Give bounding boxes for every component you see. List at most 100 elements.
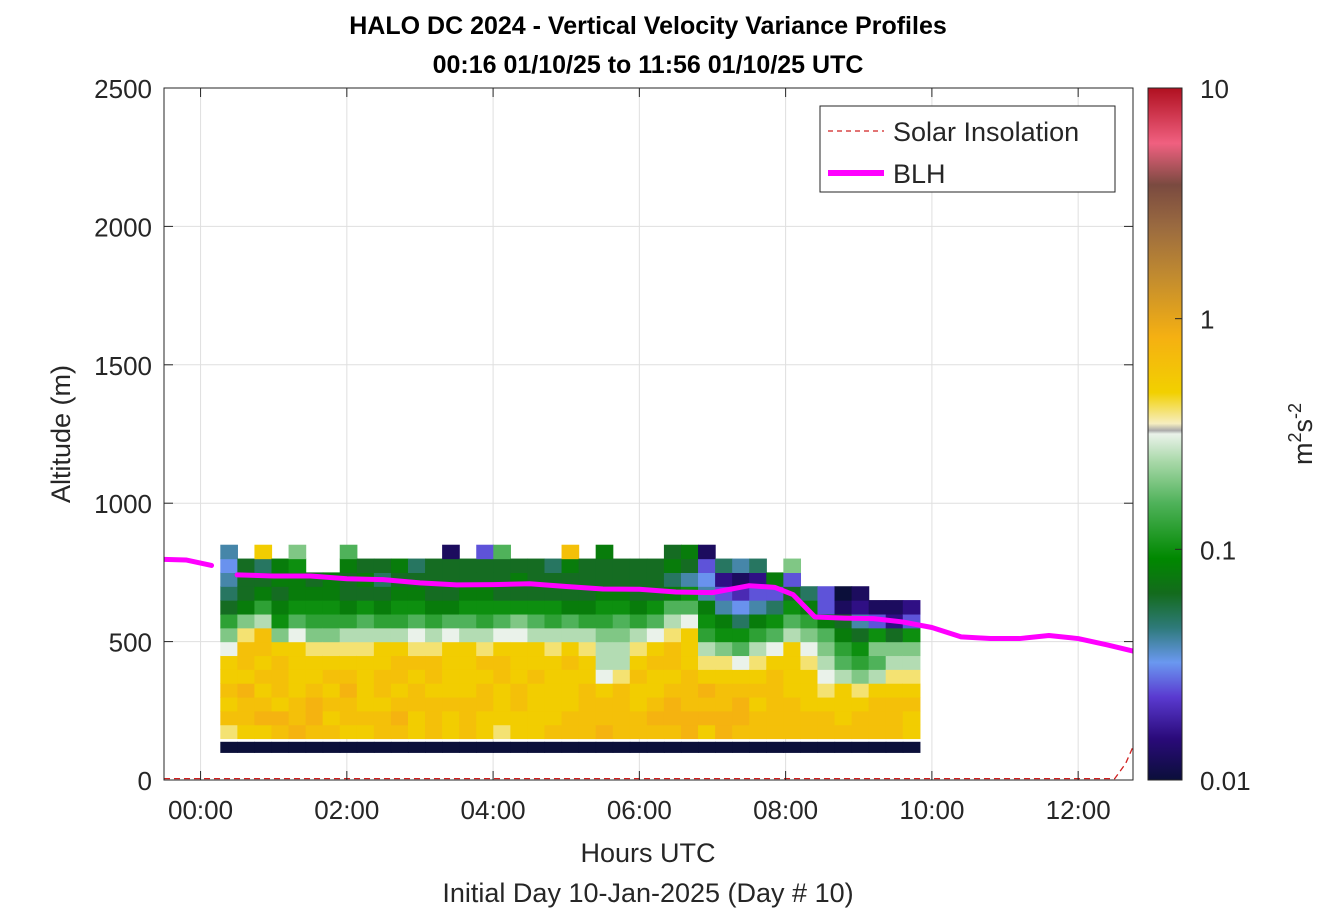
heatmap-cell	[493, 741, 511, 753]
heatmap-cell	[339, 627, 358, 643]
x-axis-label: Hours UTC	[580, 838, 715, 868]
heatmap-cell	[868, 710, 887, 726]
heatmap-cell	[698, 710, 716, 726]
heatmap-cell	[390, 558, 409, 573]
heatmap-cell	[732, 696, 750, 712]
heatmap-cell	[510, 641, 529, 657]
heatmap-cell	[373, 655, 392, 670]
heatmap-cell	[783, 683, 802, 698]
heatmap-cell	[288, 586, 307, 601]
heatmap-cell	[732, 613, 750, 629]
heatmap-cell	[783, 696, 802, 712]
heatmap-cell	[254, 724, 273, 740]
heatmap-cell	[834, 724, 853, 740]
heatmap-cell	[783, 627, 802, 643]
heatmap-cell	[578, 683, 597, 698]
heatmap-cell	[612, 655, 631, 670]
heatmap-cell	[442, 641, 460, 657]
heatmap-cell	[578, 572, 597, 587]
heatmap-cell	[339, 724, 358, 740]
heatmap-cell	[595, 641, 614, 657]
heatmap-cell	[425, 669, 443, 684]
heatmap-cell	[783, 572, 802, 587]
heatmap-cell	[680, 683, 699, 698]
heatmap-cell	[493, 641, 511, 657]
heatmap-cell	[510, 683, 529, 698]
heatmap-cell	[220, 724, 238, 740]
heatmap-cell	[680, 710, 699, 726]
heatmap-cell	[493, 544, 511, 560]
y-tick-label: 500	[109, 628, 152, 658]
heatmap-cell	[527, 627, 546, 643]
heatmap-cell	[749, 696, 767, 712]
heatmap-cell	[459, 627, 477, 643]
heatmap-cell	[339, 710, 358, 726]
heatmap-cell	[629, 696, 648, 712]
heatmap-cell	[561, 586, 580, 601]
heatmap-cell	[885, 724, 904, 740]
heatmap-cell	[749, 669, 767, 684]
heatmap-cell	[527, 586, 546, 601]
heatmap-cell	[885, 641, 904, 657]
heatmap-cell	[885, 627, 904, 643]
heatmap-cell	[663, 627, 682, 643]
heatmap-cell	[237, 669, 256, 684]
heatmap-cell	[698, 641, 716, 657]
heatmap-cell	[595, 558, 614, 573]
heatmap-cell	[766, 683, 784, 698]
heatmap-cell	[254, 613, 273, 629]
heatmap-cell	[305, 586, 324, 601]
heatmap-cell	[646, 572, 665, 587]
heatmap-cell	[527, 741, 546, 753]
heatmap-cell	[425, 683, 443, 698]
heatmap-cell	[390, 683, 409, 698]
heatmap-cell	[288, 558, 307, 573]
heatmap-cell	[305, 600, 324, 615]
heatmap-cell	[220, 696, 238, 712]
heatmap-cell	[578, 741, 597, 753]
colorbar-tick-label: 0.1	[1200, 535, 1236, 565]
heatmap-cell	[561, 683, 580, 698]
heatmap-cell	[220, 627, 238, 643]
heatmap-cell	[288, 669, 307, 684]
heatmap-cell	[459, 586, 477, 601]
heatmap-cell	[476, 627, 494, 643]
heatmap-cell	[271, 641, 290, 657]
heatmap-cell	[629, 572, 648, 587]
heatmap-cell	[493, 683, 511, 698]
heatmap-cell	[868, 655, 887, 670]
heatmap-cell	[646, 558, 665, 573]
heatmap-cell	[476, 669, 494, 684]
heatmap-cell	[339, 586, 358, 601]
heatmap-cell	[612, 613, 631, 629]
heatmap-cell	[885, 696, 904, 712]
heatmap-cell	[817, 683, 836, 698]
heatmap-cell	[305, 669, 324, 684]
heatmap-cell	[578, 696, 597, 712]
heatmap-cell	[322, 683, 341, 698]
heatmap-cell	[339, 641, 358, 657]
heatmap-cell	[885, 710, 904, 726]
heatmap-cell	[271, 710, 290, 726]
heatmap-cell	[800, 586, 819, 601]
x-axis-sublabel: Initial Day 10-Jan-2025 (Day # 10)	[442, 878, 853, 908]
heatmap-cell	[800, 696, 819, 712]
heatmap-cell	[561, 669, 580, 684]
heatmap-cell	[766, 655, 784, 670]
heatmap-cell	[373, 586, 392, 601]
heatmap-cell	[288, 696, 307, 712]
colorbar-gradient	[1147, 87, 1183, 781]
heatmap-cell	[459, 613, 477, 629]
heatmap-cell	[476, 741, 494, 753]
heatmap-cell	[442, 741, 460, 753]
heatmap-cell	[407, 669, 426, 684]
heatmap-cell	[902, 600, 921, 615]
heatmap-cell	[561, 696, 580, 712]
heatmap-cell	[339, 544, 358, 560]
heatmap-cell	[629, 710, 648, 726]
heatmap-cell	[237, 724, 256, 740]
heatmap-cell	[220, 572, 238, 587]
heatmap-cell	[817, 741, 836, 753]
heatmap-cell	[851, 655, 870, 670]
heatmap-cell	[578, 613, 597, 629]
